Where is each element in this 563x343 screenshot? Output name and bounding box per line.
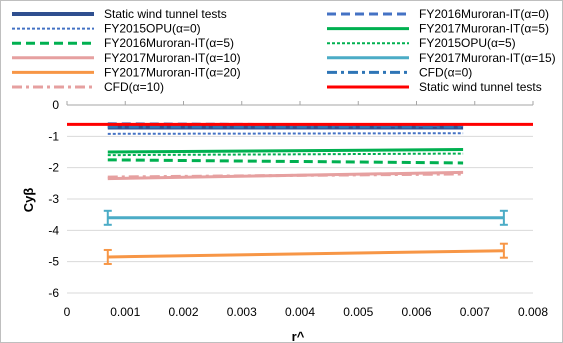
legend-label: CFD(α=0): [419, 65, 472, 79]
x-tick-label: 0: [64, 305, 71, 319]
legend-label: FY2017Muroran-IT(α=15): [419, 51, 556, 65]
series-line-11: [107, 172, 464, 179]
errorbar-layer: [103, 209, 508, 265]
y-axis-ticks: 0 -1 -2 -3 -4 -5 -6: [48, 98, 59, 300]
series-line-4: [107, 147, 464, 154]
x-axis-ticks: 0 0.001 0.002 0.003 0.004 0.005 0.006 0.007 0.00…: [64, 101, 548, 319]
series-line-6: [107, 152, 464, 157]
x-tick-label: 0.006: [401, 305, 431, 319]
x-tick-label: 0.003: [227, 305, 257, 319]
y-tick-label: -2: [48, 161, 59, 175]
legend: Static wind tunnel tests FY2016Muroran-IT…: [12, 7, 556, 94]
legend-label: FY2015OPU(α=5): [419, 36, 516, 50]
legend-label: FY2017Muroran-IT(α=10): [104, 51, 241, 65]
legend-label: FY2017Muroran-IT(α=5): [419, 22, 549, 36]
legend-label: CFD(α=10): [104, 80, 164, 94]
y-tick-label: -4: [48, 223, 59, 237]
y-tick-label: 0: [52, 98, 59, 112]
legend-label: FY2016Muroran-IT(α=5): [104, 36, 234, 50]
legend-label: Static wind tunnel tests: [104, 7, 227, 21]
legend-label: FY2016Muroran-IT(α=0): [419, 7, 549, 21]
series-line-9: [107, 249, 504, 259]
legend-label: FY2015OPU(α=0): [104, 22, 201, 36]
y-tick-label: -1: [48, 129, 59, 143]
x-tick-label: 0.002: [168, 305, 198, 319]
plot-area: [67, 104, 533, 294]
y-tick-label: -5: [48, 255, 59, 269]
x-tick-label: 0.005: [343, 305, 373, 319]
legend-label: Static wind tunnel tests: [419, 80, 542, 94]
legend-label: FY2017Muroran-IT(α=20): [104, 65, 241, 79]
x-tick-label: 0.007: [460, 305, 490, 319]
y-tick-label: -6: [48, 286, 59, 300]
series-line-3: [107, 132, 464, 135]
x-tick-label: 0.008: [518, 305, 548, 319]
x-tick-label: 0.004: [285, 305, 315, 319]
series-layer: [67, 122, 533, 259]
series-line-5: [107, 158, 464, 165]
y-axis-title: Cyβ: [21, 188, 36, 213]
y-tick-label: -3: [48, 192, 59, 206]
x-axis-title: r^: [292, 329, 305, 343]
x-tick-label: 0.001: [110, 305, 140, 319]
